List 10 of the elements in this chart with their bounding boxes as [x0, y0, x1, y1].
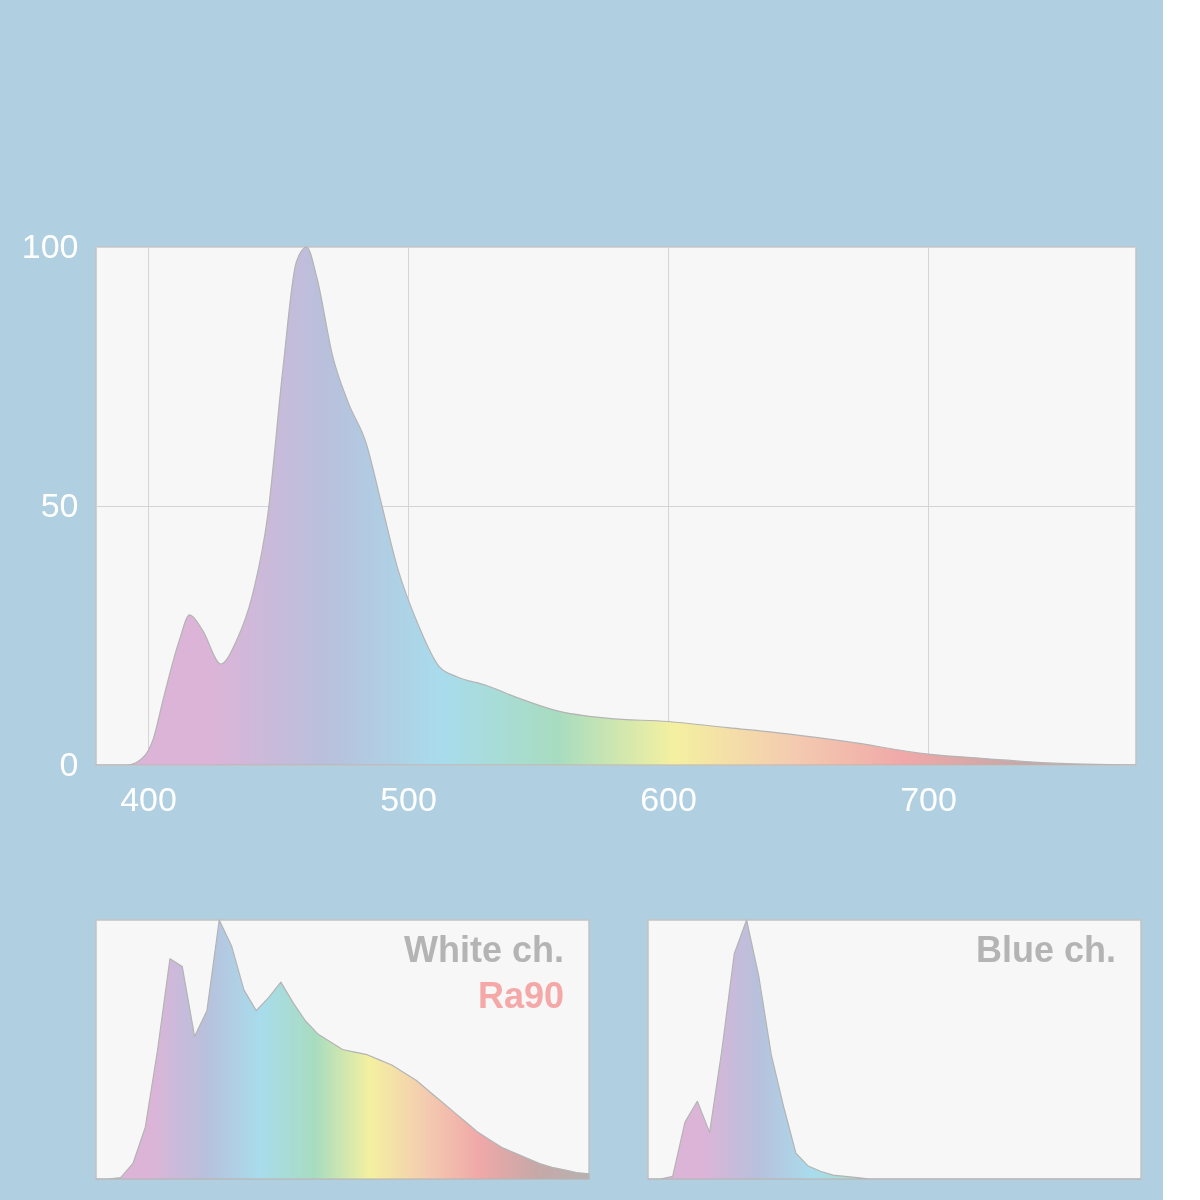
x-tick-label: 600 — [640, 779, 697, 818]
y-tick-label: 100 — [21, 226, 79, 265]
x-tick-label: 400 — [120, 779, 177, 818]
y-tick-label: 0 — [59, 744, 79, 783]
x-tick-label: 700 — [900, 779, 957, 818]
annotation: Blue ch. — [975, 929, 1116, 970]
y-tick-label: 50 — [40, 485, 79, 524]
annotation: White ch. — [404, 929, 564, 970]
x-tick-label: 500 — [380, 779, 437, 818]
annotation: Ra90 — [477, 975, 564, 1016]
